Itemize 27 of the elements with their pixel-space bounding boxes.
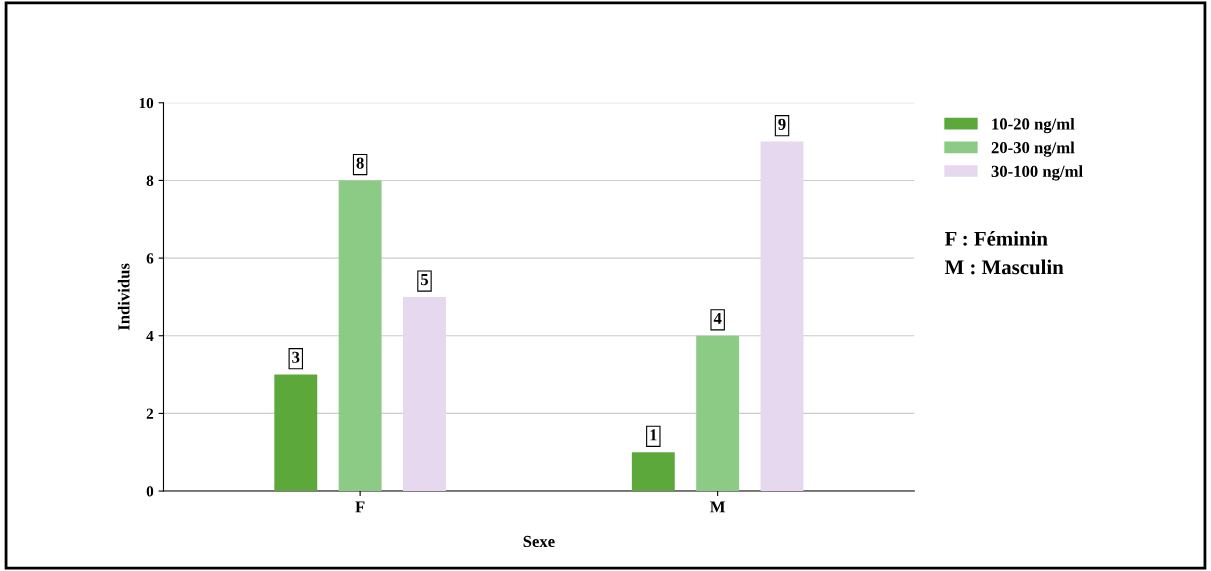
legend-label: 20-30 ng/ml	[991, 141, 1075, 157]
bar	[631, 452, 675, 492]
legend-label: 30-100 ng/ml	[991, 165, 1083, 181]
data-label: 4	[713, 312, 722, 324]
bar	[274, 374, 318, 492]
data-label: 5	[420, 274, 429, 286]
y-tick-label: 0	[146, 486, 154, 497]
data-label: 1	[650, 429, 657, 441]
text: M : Masculin	[944, 259, 1064, 275]
y-tick-label: 2	[146, 408, 154, 419]
bar	[403, 296, 446, 492]
bar	[696, 335, 740, 492]
x-tick-label: M	[710, 501, 726, 513]
data-label: 3	[292, 351, 300, 363]
y-tick-label: 10	[139, 97, 154, 109]
y-axis-title: Individus	[117, 263, 130, 331]
data-label: 8	[356, 157, 364, 169]
x-tick-label: F	[355, 501, 365, 513]
text: F : Féminin	[944, 231, 1048, 246]
bar	[760, 141, 804, 492]
legend-label: 10-20 ng/ml	[992, 117, 1075, 134]
bar	[338, 180, 382, 492]
data-label: 9	[778, 118, 786, 130]
x-axis-title: Sexe	[523, 535, 555, 548]
y-tick-label: 8	[146, 175, 154, 186]
y-tick-label: 4	[146, 330, 154, 342]
y-tick-label: 6	[146, 253, 154, 264]
